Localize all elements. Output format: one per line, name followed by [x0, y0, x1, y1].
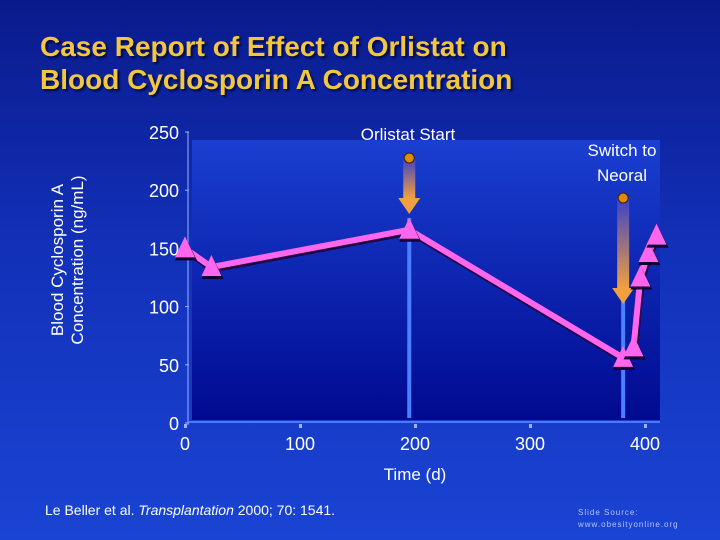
orlistat-arrow-head-icon [398, 198, 421, 214]
neoral-arrow-head-icon [612, 288, 635, 304]
data-point [638, 241, 659, 263]
y-tick-label: 100 [149, 298, 179, 318]
citation: Le Beller et al. Transplantation 2000; 7… [45, 502, 335, 518]
title-line-2: Blood Cyclosporin A Concentration [40, 64, 513, 95]
slide-source: Slide Source: www.obesityonline.org [578, 507, 679, 531]
plot-area [192, 140, 660, 420]
neoral-arrow-dot [617, 192, 629, 204]
data-point [613, 345, 634, 367]
x-tick-label: 100 [285, 434, 315, 454]
slide-title: Case Report of Effect of Orlistat on Blo… [40, 30, 512, 96]
x-tick-label: 200 [400, 434, 430, 454]
x-tick-label: 300 [515, 434, 545, 454]
data-point [646, 223, 667, 245]
x-tick [529, 424, 532, 428]
x-tick [414, 424, 417, 428]
slide-source-label: Slide Source: [578, 508, 639, 517]
citation-authors: Le Beller et al. [45, 502, 139, 518]
y-tick-label: 200 [149, 181, 179, 201]
x-tick-label: 400 [630, 434, 660, 454]
x-tick [644, 424, 647, 428]
slide-source-url: www.obesityonline.org [578, 520, 679, 529]
citation-details: 2000; 70: 1541. [233, 502, 336, 518]
annotation-switch-line-1: Switch to [588, 141, 657, 160]
data-point [623, 335, 644, 357]
data-point [630, 265, 651, 287]
y-tick-label: 250 [149, 123, 179, 143]
x-axis-label: Time (d) [384, 465, 447, 484]
orlistat-arrow-shaft [403, 158, 416, 198]
orlistat-arrow-dot [403, 152, 415, 164]
x-tick-label: 0 [180, 434, 190, 454]
annotation-orlistat-start: Orlistat Start [361, 125, 456, 144]
x-tick [299, 424, 302, 428]
y-tick-label: 0 [169, 414, 179, 434]
annotation-switch-line-2: Neoral [597, 166, 647, 185]
citation-journal: Transplantation [138, 502, 234, 518]
title-line-1: Case Report of Effect of Orlistat on [40, 31, 507, 62]
y-tick-label: 50 [159, 356, 179, 376]
data-point [175, 236, 195, 258]
neoral-arrow-shaft [617, 198, 630, 288]
data-point [201, 255, 222, 277]
data-point [399, 217, 420, 239]
x-tick [184, 424, 187, 428]
y-tick-label: 150 [149, 239, 179, 259]
